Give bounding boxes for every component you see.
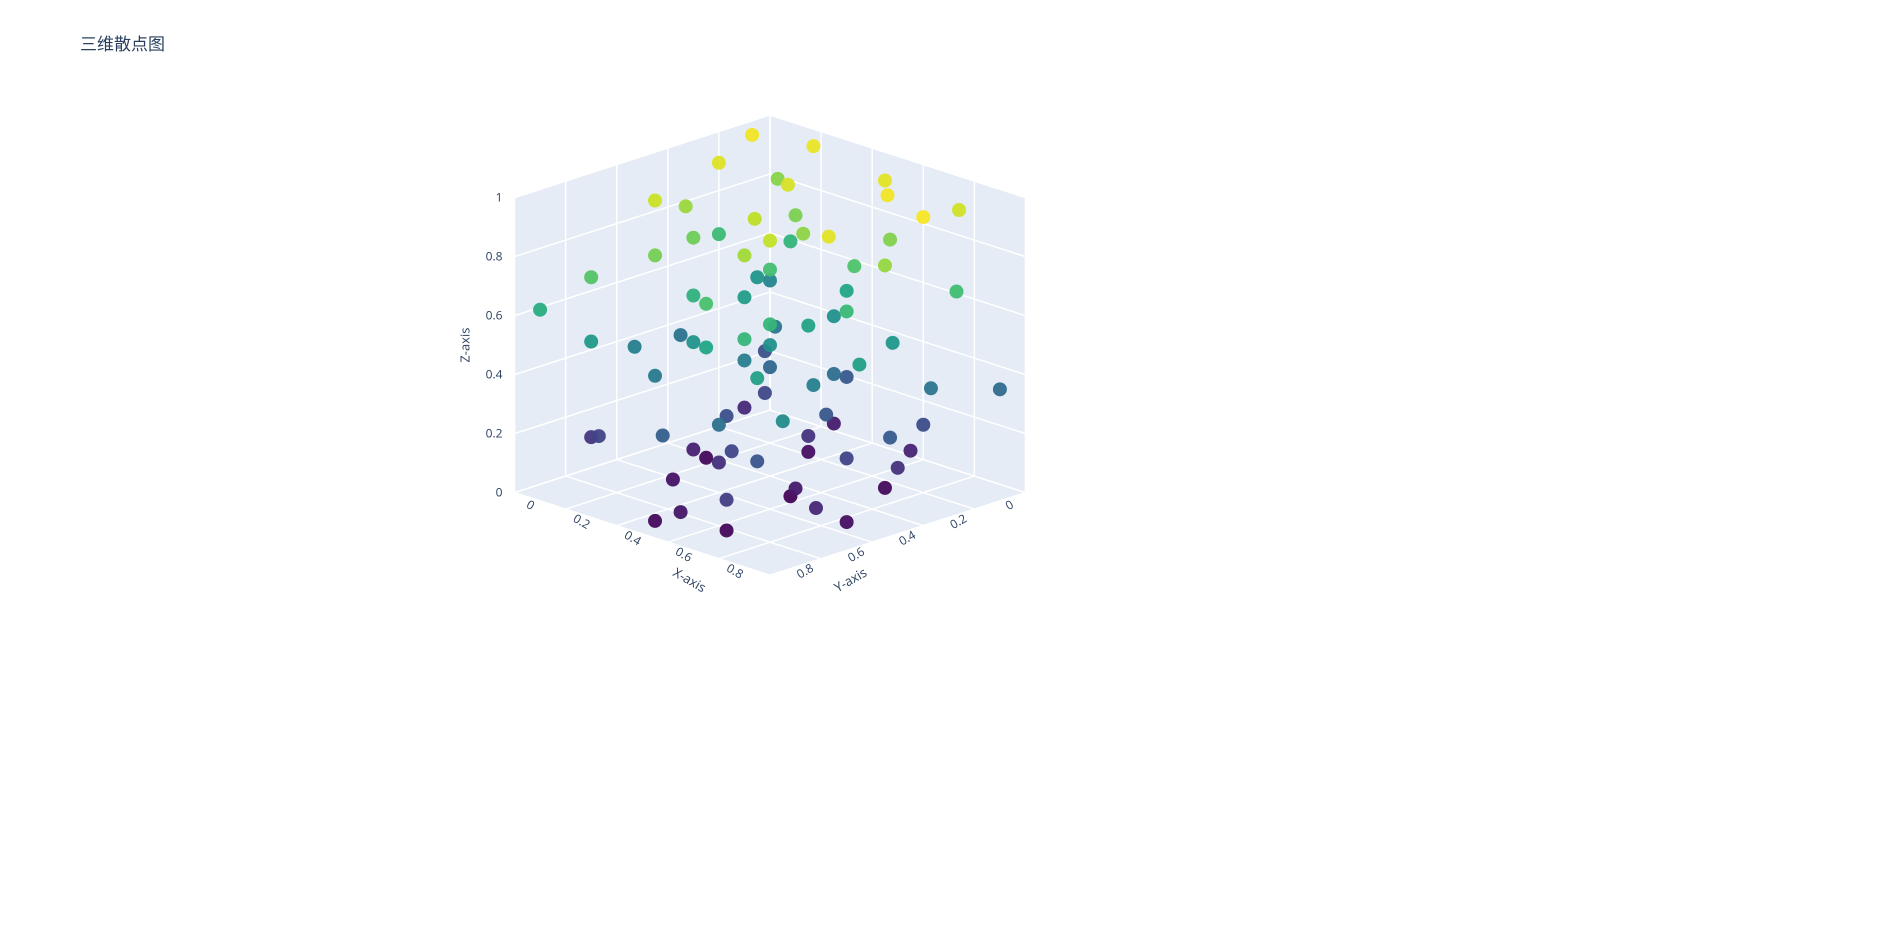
scatter-marker[interactable]: [827, 309, 841, 323]
scatter-marker[interactable]: [737, 290, 751, 304]
scatter-marker[interactable]: [847, 259, 861, 273]
scatter-marker[interactable]: [750, 454, 764, 468]
svg-text:0: 0: [496, 484, 503, 501]
scatter-marker[interactable]: [924, 381, 938, 395]
scatter-marker[interactable]: [801, 445, 815, 459]
scatter-marker[interactable]: [840, 370, 854, 384]
scatter-marker[interactable]: [592, 429, 606, 443]
scatter-marker[interactable]: [712, 156, 726, 170]
scatter-marker[interactable]: [840, 304, 854, 318]
scatter-marker[interactable]: [666, 473, 680, 487]
scatter-marker[interactable]: [852, 358, 866, 372]
scatter-marker[interactable]: [686, 289, 700, 303]
scatter-marker[interactable]: [809, 501, 823, 515]
scatter-marker[interactable]: [686, 231, 700, 245]
scatter-marker[interactable]: [878, 258, 892, 272]
scatter-marker[interactable]: [827, 367, 841, 381]
scatter-marker[interactable]: [781, 178, 795, 192]
scatter-marker[interactable]: [776, 414, 790, 428]
svg-text:0.2: 0.2: [486, 425, 503, 442]
svg-text:Z-axis: Z-axis: [456, 328, 474, 363]
scatter-marker[interactable]: [904, 444, 918, 458]
scatter-marker[interactable]: [796, 227, 810, 241]
scatter-marker[interactable]: [699, 297, 713, 311]
scatter-marker[interactable]: [679, 199, 693, 213]
scatter-marker[interactable]: [686, 443, 700, 457]
scatter-marker[interactable]: [748, 212, 762, 226]
scatter-marker[interactable]: [648, 248, 662, 262]
scatter-marker[interactable]: [878, 173, 892, 187]
scatter-marker[interactable]: [806, 139, 820, 153]
scatter3d-plot[interactable]: 00.20.40.60.8100.20.40.60.800.20.40.60.8…: [0, 0, 1896, 950]
scatter-marker[interactable]: [952, 203, 966, 217]
scatter-marker[interactable]: [789, 208, 803, 222]
svg-text:0: 0: [1002, 496, 1017, 514]
scatter-marker[interactable]: [763, 263, 777, 277]
scatter-marker[interactable]: [916, 418, 930, 432]
scatter-marker[interactable]: [949, 285, 963, 299]
svg-text:0.6: 0.6: [486, 307, 503, 324]
scatter-marker[interactable]: [891, 461, 905, 475]
scatter-marker[interactable]: [886, 336, 900, 350]
scatter-marker[interactable]: [674, 328, 688, 342]
scatter-marker[interactable]: [763, 338, 777, 352]
scatter-marker[interactable]: [712, 227, 726, 241]
scatter-marker[interactable]: [737, 353, 751, 367]
scatter-marker[interactable]: [840, 515, 854, 529]
svg-text:0.8: 0.8: [486, 248, 503, 265]
scatter-marker[interactable]: [840, 284, 854, 298]
scatter-marker[interactable]: [750, 371, 764, 385]
scatter-marker[interactable]: [648, 369, 662, 383]
scatter-marker[interactable]: [806, 378, 820, 392]
svg-text:X-axis: X-axis: [670, 563, 709, 596]
scatter-marker[interactable]: [883, 233, 897, 247]
scatter-marker[interactable]: [720, 523, 734, 537]
scatter-marker[interactable]: [737, 401, 751, 415]
scatter-marker[interactable]: [686, 335, 700, 349]
scatter-marker[interactable]: [584, 335, 598, 349]
scatter-marker[interactable]: [883, 431, 897, 445]
scatter-marker[interactable]: [648, 514, 662, 528]
scatter-marker[interactable]: [763, 317, 777, 331]
scatter-marker[interactable]: [801, 429, 815, 443]
scatter-marker[interactable]: [822, 230, 836, 244]
scatter-marker[interactable]: [699, 340, 713, 354]
scatter-marker[interactable]: [737, 248, 751, 262]
scatter-marker[interactable]: [628, 340, 642, 354]
scatter-marker[interactable]: [763, 360, 777, 374]
svg-text:1: 1: [496, 189, 503, 206]
scatter-marker[interactable]: [789, 481, 803, 495]
scatter-marker[interactable]: [725, 444, 739, 458]
scatter-marker[interactable]: [720, 493, 734, 507]
scatter-marker[interactable]: [750, 270, 764, 284]
scatter-marker[interactable]: [783, 234, 797, 248]
scatter-marker[interactable]: [840, 451, 854, 465]
scatter-marker[interactable]: [656, 428, 670, 442]
scatter-marker[interactable]: [801, 319, 815, 333]
scatter-marker[interactable]: [712, 418, 726, 432]
scatter-marker[interactable]: [763, 234, 777, 248]
scatter-marker[interactable]: [737, 332, 751, 346]
svg-text:0: 0: [524, 496, 539, 514]
scatter-marker[interactable]: [878, 481, 892, 495]
scatter-marker[interactable]: [916, 210, 930, 224]
scatter-marker[interactable]: [758, 386, 772, 400]
scatter-marker[interactable]: [993, 382, 1007, 396]
svg-text:Y-axis: Y-axis: [831, 563, 870, 596]
scatter-marker[interactable]: [648, 194, 662, 208]
scatter-marker[interactable]: [584, 270, 598, 284]
scatter-marker[interactable]: [674, 505, 688, 519]
scatter-marker[interactable]: [699, 451, 713, 465]
scatter-marker[interactable]: [881, 188, 895, 202]
scatter-marker[interactable]: [819, 408, 833, 422]
scatter-marker[interactable]: [745, 128, 759, 142]
scatter-marker[interactable]: [533, 303, 547, 317]
svg-text:0.4: 0.4: [486, 366, 503, 383]
scatter-marker[interactable]: [712, 456, 726, 470]
